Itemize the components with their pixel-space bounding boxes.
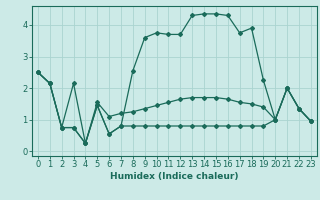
X-axis label: Humidex (Indice chaleur): Humidex (Indice chaleur) xyxy=(110,172,239,181)
